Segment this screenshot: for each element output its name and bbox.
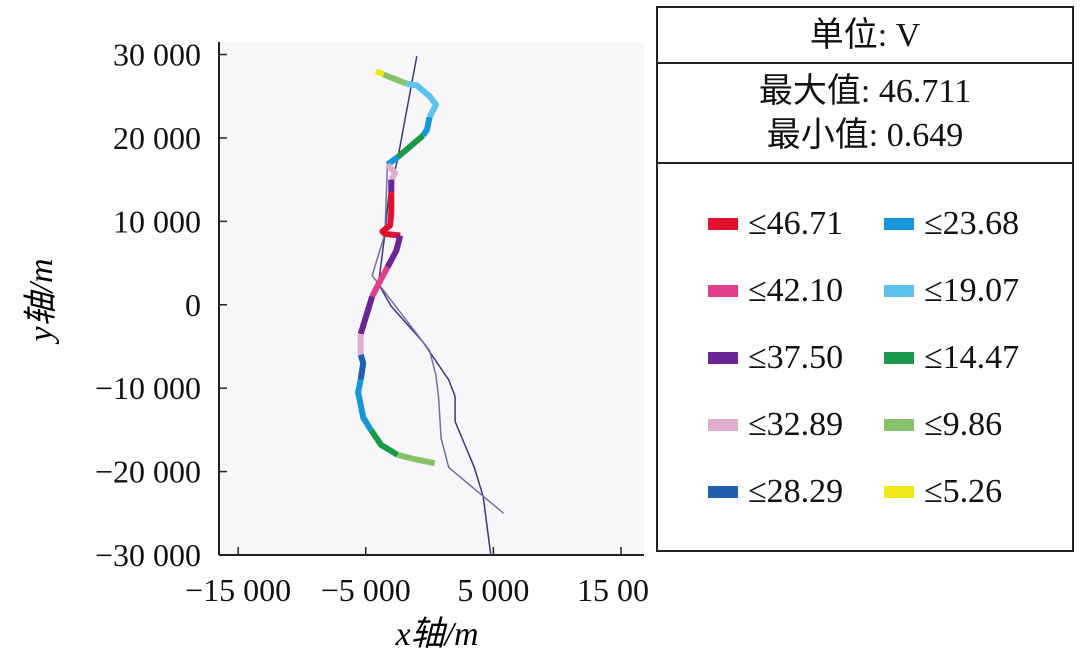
legend-label: ≤37.50 [748, 339, 844, 376]
potential-segment [396, 451, 436, 467]
ticks: −15 000 −5 000 5 000 15 000 30 000 20 000 10 0… [95, 37, 650, 608]
potential-segment [369, 265, 391, 298]
legend-swatch [884, 285, 914, 297]
legend-swatch [884, 218, 914, 230]
legend-item: ≤28.29 [708, 472, 843, 512]
y-tick-label: 10 000 [113, 203, 201, 239]
y-axis-label: y轴/m [23, 258, 60, 344]
potential-segment [374, 68, 385, 78]
legend-swatch [884, 486, 914, 498]
legend-item: ≤19.07 [884, 271, 1019, 311]
legend-swatch [708, 352, 738, 364]
legend-label: ≤46.71 [748, 205, 844, 242]
legend-label: ≤14.47 [924, 339, 1020, 376]
y-tick-label: 30 000 [113, 37, 201, 73]
y-tick-label: −20 000 [95, 454, 201, 490]
potential-segment [406, 80, 439, 119]
legend-unit: 单位: V [658, 8, 1072, 64]
legend-item: ≤46.71 [708, 204, 843, 244]
legend-swatch [884, 352, 914, 364]
legend-item: ≤14.47 [884, 338, 1019, 378]
legend-item: ≤37.50 [708, 338, 843, 378]
legend-swatch [708, 218, 738, 230]
y-tick-label: −10 000 [95, 370, 201, 406]
potential-segment [384, 234, 404, 269]
legend-label: ≤28.29 [748, 473, 844, 510]
y-tick-label: −30 000 [95, 537, 201, 573]
y-tick-label: 0 [185, 287, 201, 323]
x-tick-label: 5 000 [457, 572, 529, 608]
legend-item: ≤42.10 [708, 271, 843, 311]
legend-divider [658, 162, 1072, 164]
legend-max-value: 最大值: 46.711 [758, 73, 972, 110]
colored-segments [355, 68, 439, 467]
legend-swatch [708, 285, 738, 297]
x-tick-label: −15 000 [185, 572, 291, 608]
potential-segment [357, 295, 376, 335]
legend-item: ≤23.68 [884, 204, 1019, 244]
x-tick-label: 15 000 [577, 572, 650, 608]
legend-swatch [708, 419, 738, 431]
legend-label: ≤9.86 [924, 406, 1003, 443]
legend-min-value: 最小值: 0.649 [766, 117, 964, 154]
legend-swatch [884, 419, 914, 431]
legend-label: ≤19.07 [924, 272, 1020, 309]
legend-item: ≤32.89 [708, 405, 843, 445]
legend-item: ≤9.86 [884, 405, 1002, 445]
legend-swatch [708, 486, 738, 498]
axes [218, 42, 644, 556]
potential-segment [368, 428, 400, 458]
plot-area [219, 42, 644, 555]
legend-label: ≤42.10 [748, 272, 844, 309]
x-tick-label: −5 000 [321, 572, 411, 608]
x-axis-label: x轴/m [394, 616, 478, 653]
legend-label: ≤5.26 [924, 473, 1003, 510]
potential-segment [385, 162, 399, 182]
potential-segment [357, 353, 367, 381]
legend-label: ≤23.68 [924, 205, 1020, 242]
potential-segment [355, 379, 374, 432]
legend-item: ≤5.26 [884, 472, 1002, 512]
potential-segment [382, 71, 408, 87]
potential-segment [395, 133, 426, 160]
y-tick-label: 20 000 [113, 120, 201, 156]
legend-panel: 单位: V 最大值: 46.711 最小值: 0.649 ≤46.71 ≤23.6… [656, 6, 1074, 552]
legend-label: ≤32.89 [748, 406, 844, 443]
potential-segment [379, 192, 401, 239]
chart-svg: −15 000 −5 000 5 000 15 000 30 000 20 000 10 0… [23, 37, 650, 653]
potential-segment [420, 116, 433, 138]
plot-background [219, 42, 644, 555]
reference-line [371, 162, 505, 514]
